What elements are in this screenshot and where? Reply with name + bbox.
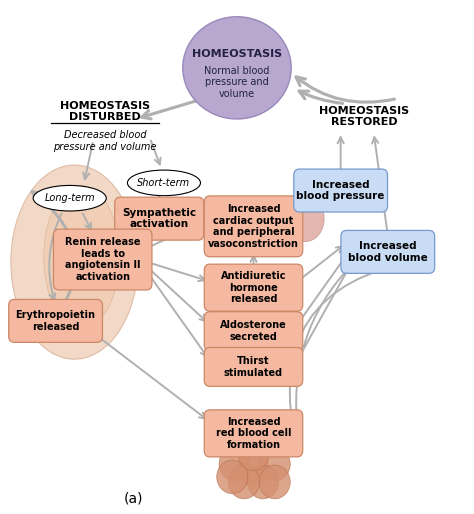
FancyBboxPatch shape [54,229,152,290]
Text: Normal blood
pressure and
volume: Normal blood pressure and volume [204,66,270,99]
Text: Short-term: Short-term [137,178,191,188]
Text: Increased
red blood cell
formation: Increased red blood cell formation [216,417,291,450]
FancyBboxPatch shape [204,264,303,311]
Text: Decreased blood
pressure and volume: Decreased blood pressure and volume [54,130,157,152]
FancyBboxPatch shape [294,169,388,212]
Circle shape [217,460,248,493]
Ellipse shape [44,186,119,328]
Ellipse shape [11,165,138,359]
Text: Sympathetic
activation: Sympathetic activation [122,208,196,229]
Text: Aldosterone
secreted: Aldosterone secreted [220,320,287,342]
Text: Increased
cardiac output
and peripheral
vasoconstriction: Increased cardiac output and peripheral … [208,204,299,249]
Circle shape [259,465,290,499]
Circle shape [238,437,269,471]
Text: Increased
blood pressure: Increased blood pressure [296,180,385,201]
Text: HOMEOSTASIS: HOMEOSTASIS [192,48,282,59]
Text: (a): (a) [124,491,143,505]
Text: Antidiuretic
hormone
released: Antidiuretic hormone released [221,271,286,304]
Text: HOMEOSTASIS
DISTURBED: HOMEOSTASIS DISTURBED [60,101,150,122]
Text: HOMEOSTASIS
RESTORED: HOMEOSTASIS RESTORED [319,105,409,127]
FancyBboxPatch shape [204,347,303,387]
Text: Erythropoietin
released: Erythropoietin released [16,310,96,332]
FancyBboxPatch shape [204,196,303,257]
Text: Long-term: Long-term [45,193,95,203]
Circle shape [219,447,250,481]
Text: Thirst
stimulated: Thirst stimulated [224,356,283,378]
Ellipse shape [286,196,324,242]
Circle shape [238,452,269,486]
FancyBboxPatch shape [204,410,303,457]
Circle shape [247,465,278,499]
FancyBboxPatch shape [204,311,303,351]
Ellipse shape [33,186,106,211]
Circle shape [259,447,290,481]
FancyBboxPatch shape [341,230,435,273]
Ellipse shape [183,17,291,119]
Circle shape [228,465,260,499]
Text: Increased
blood volume: Increased blood volume [348,241,428,263]
Ellipse shape [128,170,201,196]
FancyBboxPatch shape [9,300,102,342]
FancyBboxPatch shape [115,197,204,240]
Text: Renin release
leads to
angiotensin II
activation: Renin release leads to angiotensin II ac… [65,237,140,282]
